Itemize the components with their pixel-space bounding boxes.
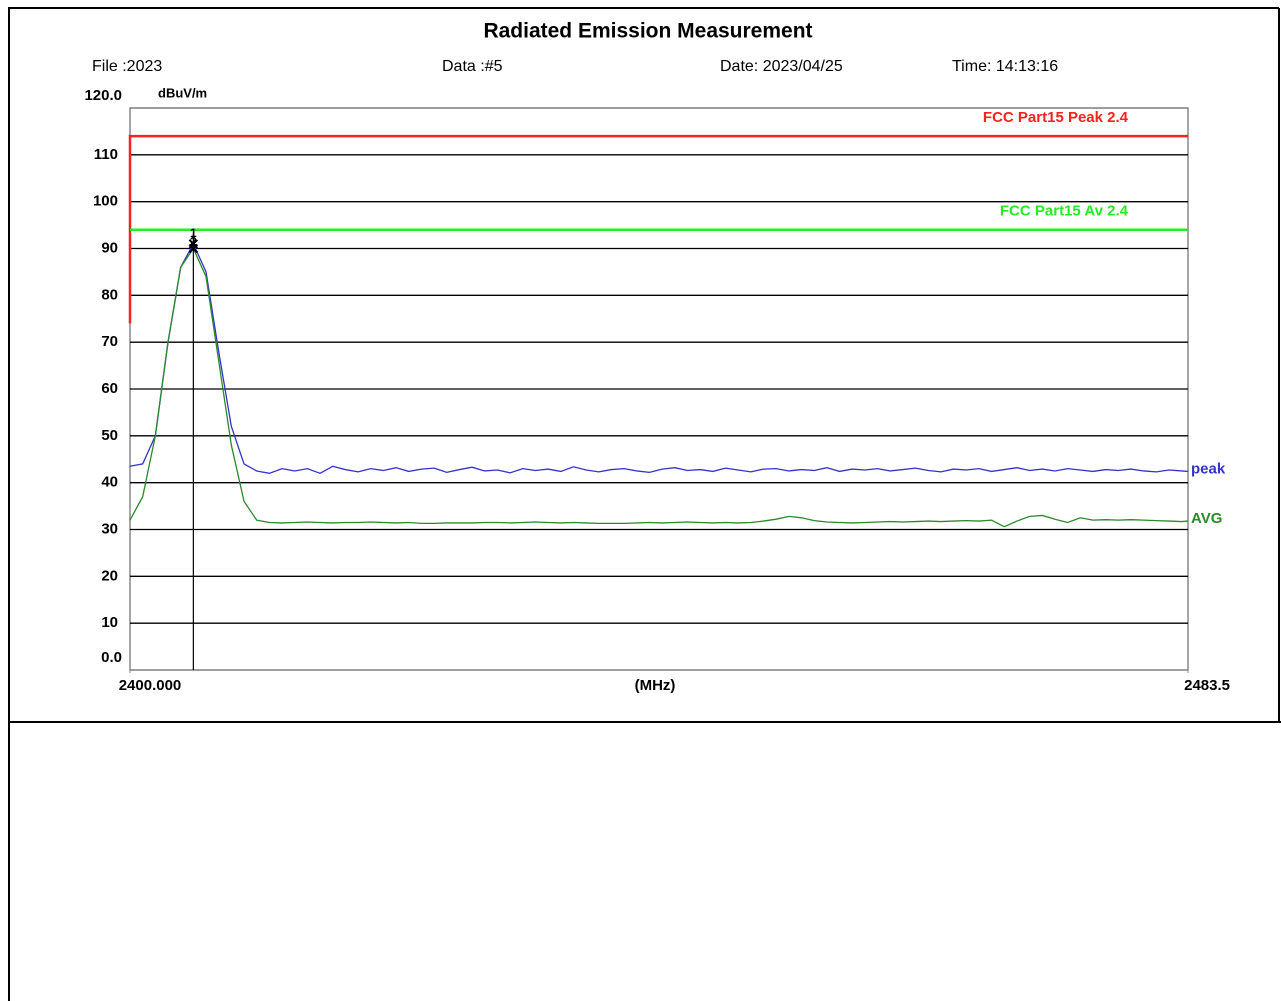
series-line	[129, 242, 1189, 475]
marker-label: 1	[190, 226, 197, 240]
y-tick-label: 30	[101, 520, 118, 537]
info: Data :#5	[442, 58, 503, 75]
y-tick-label: 120.0	[84, 87, 122, 104]
y-tick-label: 40	[101, 474, 118, 491]
y-tick-label: 90	[101, 239, 118, 256]
legend-label: AVG	[1191, 510, 1222, 527]
y-tick-label: 10	[101, 614, 118, 631]
x-axis-label: (MHz)	[635, 677, 676, 694]
info: Time: 14:13:16	[952, 58, 1058, 75]
y-tick-label: 80	[101, 286, 118, 303]
legend-label: FCC Part15 Peak 2.4	[983, 109, 1129, 126]
marker	[188, 243, 199, 254]
chart-title: Radiated Emission Measurement	[483, 20, 812, 43]
y-tick-label: 100	[93, 193, 118, 210]
legend-label: peak	[1191, 460, 1226, 477]
x-tick-label: 2483.5	[1184, 677, 1230, 694]
y-tick-label: 60	[101, 380, 118, 397]
y-tick-label: 70	[101, 333, 118, 350]
series-line	[129, 247, 1189, 528]
info: Date: 2023/04/25	[720, 58, 843, 75]
y-tick-label: 50	[101, 427, 118, 444]
y-tick-label: 0.0	[101, 649, 122, 666]
marker-label: 2	[190, 235, 197, 249]
x-tick-label: 2400.000	[119, 677, 182, 694]
info: File :2023	[92, 58, 162, 75]
y-tick-label: 110	[94, 146, 118, 163]
series-line	[128, 134, 1188, 324]
y-tick-label: 20	[101, 567, 118, 584]
y-axis-label: dBuV/m	[158, 85, 207, 100]
legend-label: FCC Part15 Av 2.4	[1000, 203, 1129, 220]
